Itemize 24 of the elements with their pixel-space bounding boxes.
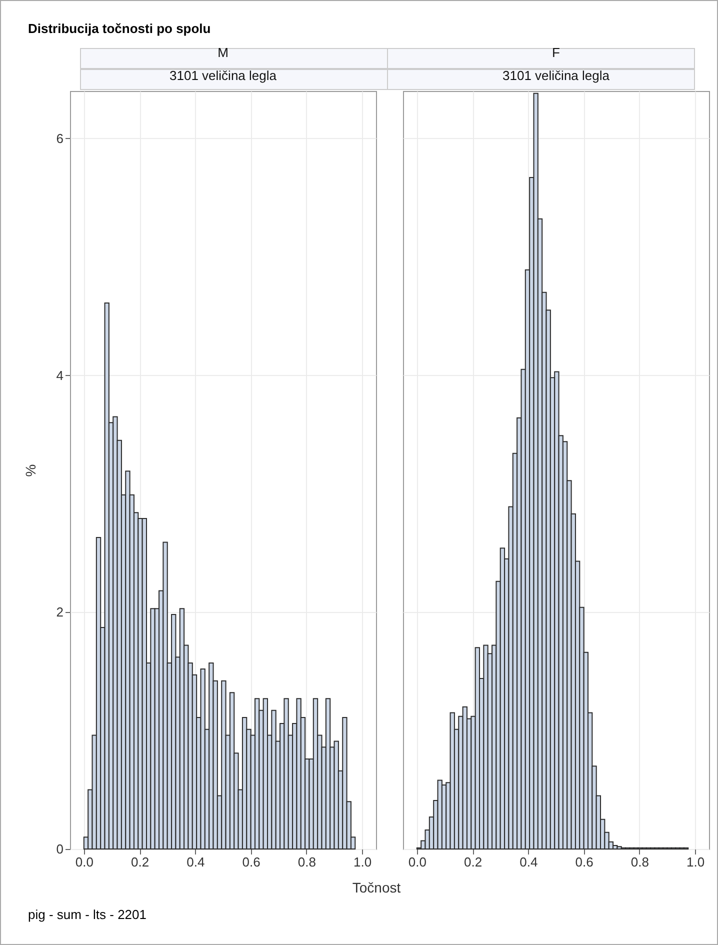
x-tick-label: 0.8 xyxy=(298,854,316,870)
x-tick-label: 0.2 xyxy=(131,854,150,870)
y-tick-label: 2 xyxy=(56,604,64,620)
x-tick-label: 0.4 xyxy=(186,854,205,870)
x-tick-label: 1.0 xyxy=(686,854,705,870)
text: pig - sum - lts - 2201 xyxy=(28,907,146,922)
y-axis-title: % xyxy=(22,464,38,477)
x-axis-title: Točnost xyxy=(352,880,401,896)
chart-title: F xyxy=(552,45,560,60)
chart-subtitle: 3101 veličina legla xyxy=(502,68,610,83)
y-tick-label: 0 xyxy=(56,842,64,856)
chart-title: M xyxy=(218,45,228,60)
x-tick-label: 0.6 xyxy=(575,854,594,870)
x-tick-label: 0.4 xyxy=(520,854,538,870)
y-tick-label: 6 xyxy=(56,130,64,146)
x-tick-label: 0.6 xyxy=(242,854,260,870)
x-tick-label: 0.0 xyxy=(408,854,426,870)
y-tick-label: 4 xyxy=(56,368,64,383)
chart-subtitle: 3101 veličina legla xyxy=(170,68,278,83)
x-tick-label: 0.8 xyxy=(630,854,649,870)
x-tick-label: 0.2 xyxy=(464,854,482,870)
text: Distribucija točnosti po spolu xyxy=(28,21,211,36)
x-tick-label: 1.0 xyxy=(354,854,372,870)
x-tick-label: 0.0 xyxy=(75,854,94,870)
